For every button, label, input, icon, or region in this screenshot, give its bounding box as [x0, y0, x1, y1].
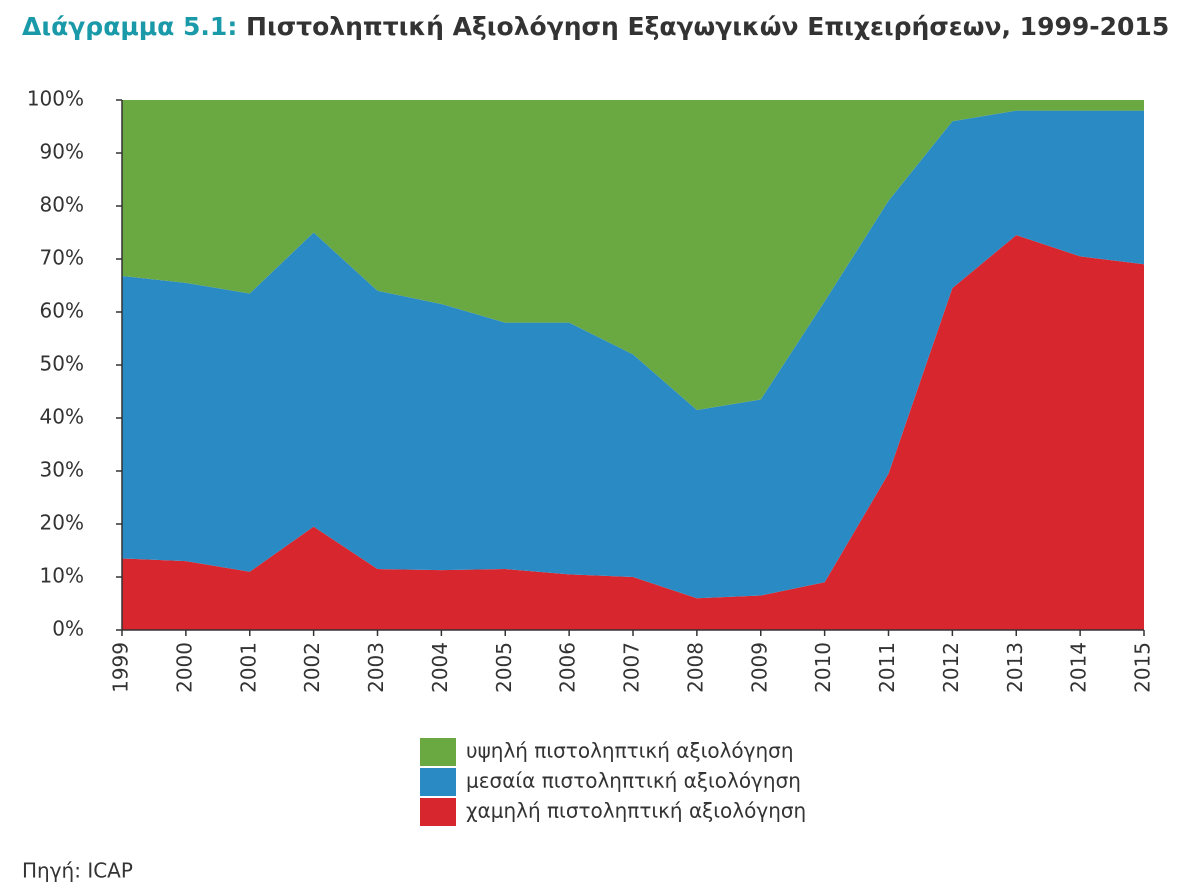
legend-label: μεσαία πιστοληπτική αξιολόγηση [466, 769, 801, 793]
x-tick-label: 1999 [109, 642, 133, 693]
x-tick-label: 2008 [683, 642, 707, 693]
x-tick-label: 2000 [172, 642, 196, 693]
area [122, 100, 1144, 411]
x-tick-label: 2002 [300, 642, 324, 693]
x-tick-label: 2011 [875, 642, 899, 693]
y-tick-label: 40% [40, 405, 84, 429]
x-tick-label: 2007 [620, 642, 644, 693]
legend-label: υψηλή πιστοληπτική αξιολόγηση [466, 739, 794, 763]
source-note: Πηγή: ICAP [22, 859, 133, 883]
x-tick-label: 2012 [939, 642, 963, 693]
x-tick-label: 2015 [1131, 642, 1155, 693]
chart-title: Διάγραμμα 5.1: Πιστοληπτική Αξιολόγηση Ε… [22, 12, 1169, 41]
y-tick-label: 60% [40, 299, 84, 323]
x-tick-label: 2005 [492, 642, 516, 693]
x-tick-label: 2006 [556, 642, 580, 693]
y-tick-label: 100% [27, 87, 84, 111]
legend-label: χαμηλή πιστοληπτική αξιολόγηση [466, 799, 806, 823]
y-tick-label: 20% [40, 511, 84, 535]
y-tick-label: 30% [40, 458, 84, 482]
y-tick-label: 10% [40, 564, 84, 588]
legend-swatch [420, 738, 456, 766]
y-tick-label: 50% [40, 352, 84, 376]
y-tick-label: 0% [52, 617, 84, 641]
title-prefix: Διάγραμμα 5.1: [22, 12, 237, 41]
y-tick-label: 90% [40, 140, 84, 164]
area [122, 235, 1144, 630]
x-tick-label: 2009 [747, 642, 771, 693]
y-tick-label: 80% [40, 193, 84, 217]
x-tick-label: 2010 [811, 642, 835, 693]
x-tick-label: 2003 [364, 642, 388, 693]
x-tick-label: 2001 [236, 642, 260, 693]
x-tick-label: 2014 [1067, 642, 1091, 693]
x-tick-label: 2004 [428, 642, 452, 693]
x-tick-label: 2013 [1003, 642, 1027, 693]
y-tick-label: 70% [40, 246, 84, 270]
legend-swatch [420, 798, 456, 826]
title-text: Πιστοληπτική Αξιολόγηση Εξαγωγικών Επιχε… [246, 12, 1169, 41]
legend-swatch [420, 768, 456, 796]
